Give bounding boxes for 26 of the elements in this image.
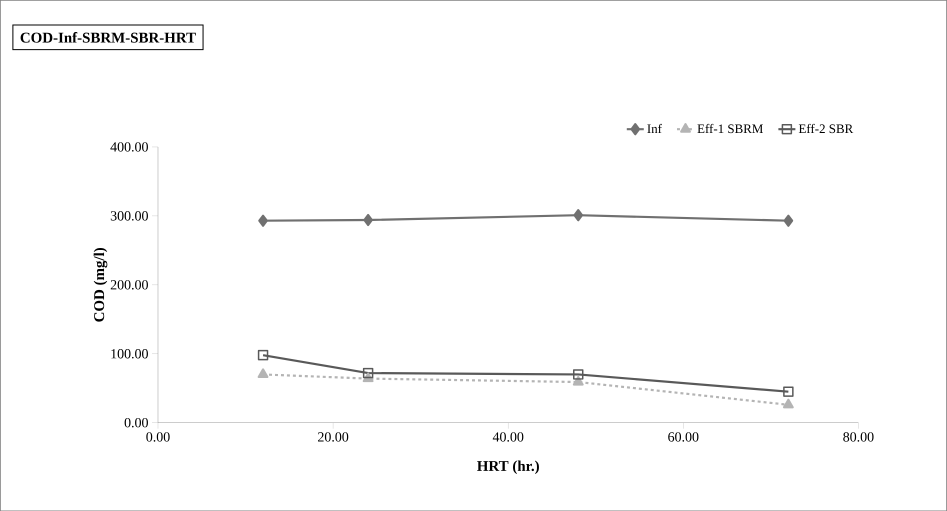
x-tick-label: 20.00: [318, 432, 348, 442]
chart-title: COD-Inf-SBRM-SBR-HRT: [20, 32, 196, 43]
y-tick-label: 300.00: [110, 210, 148, 220]
y-tick-label: 100.00: [111, 348, 148, 358]
x-tick-label: 60.00: [668, 432, 698, 442]
point: [783, 386, 794, 397]
point: [573, 369, 584, 380]
point: [258, 368, 268, 378]
legend-label: Eff-2 SBR: [798, 124, 854, 133]
x-axis-title: HRT (hr.): [477, 460, 539, 474]
x-tick-label: 40.00: [492, 432, 524, 442]
legend-label: Eff-1 SBRM: [697, 124, 763, 133]
y-tick-label: 0.00: [124, 418, 148, 428]
y-axis-title: COD (mg/l): [94, 248, 108, 322]
point: [573, 208, 584, 222]
point: [784, 214, 794, 227]
point: [363, 214, 373, 226]
legend-label: Inf: [647, 124, 662, 133]
point: [362, 368, 374, 378]
point: [782, 398, 794, 408]
x-tick-label: 0.00: [146, 432, 170, 442]
y-tick-label: 200.00: [110, 280, 148, 290]
x-tick-label: 80.00: [843, 432, 874, 442]
point: [258, 214, 268, 227]
y-tick-label: 400.00: [110, 142, 148, 152]
point: [258, 350, 268, 360]
